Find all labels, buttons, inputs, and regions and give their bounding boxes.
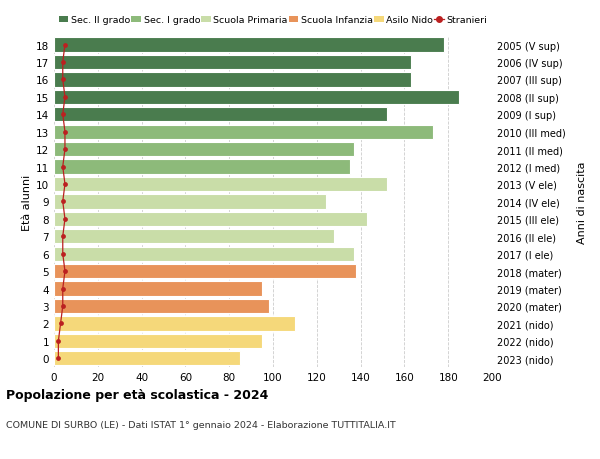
Point bbox=[60, 181, 70, 188]
Point bbox=[53, 355, 63, 362]
Point bbox=[56, 320, 65, 327]
Bar bbox=[54, 125, 433, 140]
Bar bbox=[54, 90, 459, 105]
Point bbox=[58, 233, 68, 241]
Text: COMUNE DI SURBO (LE) - Dati ISTAT 1° gennaio 2024 - Elaborazione TUTTITALIA.IT: COMUNE DI SURBO (LE) - Dati ISTAT 1° gen… bbox=[6, 420, 396, 429]
Bar bbox=[54, 264, 356, 279]
Bar bbox=[54, 247, 354, 261]
Bar bbox=[54, 73, 411, 87]
Point bbox=[58, 285, 68, 292]
Point bbox=[58, 163, 68, 171]
Y-axis label: Età alunni: Età alunni bbox=[22, 174, 32, 230]
Legend: Sec. II grado, Sec. I grado, Scuola Primaria, Scuola Infanzia, Asilo Nido, Stran: Sec. II grado, Sec. I grado, Scuola Prim… bbox=[59, 17, 487, 25]
Bar bbox=[54, 56, 411, 70]
Bar bbox=[54, 334, 262, 348]
Point bbox=[58, 77, 68, 84]
Bar bbox=[54, 212, 367, 226]
Point bbox=[53, 337, 63, 345]
Point bbox=[58, 251, 68, 258]
Point bbox=[60, 216, 70, 223]
Bar bbox=[54, 299, 269, 313]
Bar bbox=[54, 195, 326, 209]
Bar bbox=[54, 230, 334, 244]
Point bbox=[58, 112, 68, 119]
Text: Popolazione per età scolastica - 2024: Popolazione per età scolastica - 2024 bbox=[6, 388, 268, 401]
Point bbox=[60, 42, 70, 49]
Y-axis label: Anni di nascita: Anni di nascita bbox=[577, 161, 587, 243]
Point bbox=[58, 59, 68, 67]
Point bbox=[60, 129, 70, 136]
Bar bbox=[54, 352, 240, 366]
Bar bbox=[54, 108, 387, 122]
Point bbox=[58, 302, 68, 310]
Point bbox=[60, 146, 70, 153]
Point bbox=[58, 198, 68, 206]
Bar bbox=[54, 178, 387, 192]
Point bbox=[60, 268, 70, 275]
Bar bbox=[54, 282, 262, 296]
Bar bbox=[54, 317, 295, 331]
Bar bbox=[54, 38, 444, 52]
Bar bbox=[54, 143, 354, 157]
Bar bbox=[54, 160, 350, 174]
Point bbox=[60, 94, 70, 101]
